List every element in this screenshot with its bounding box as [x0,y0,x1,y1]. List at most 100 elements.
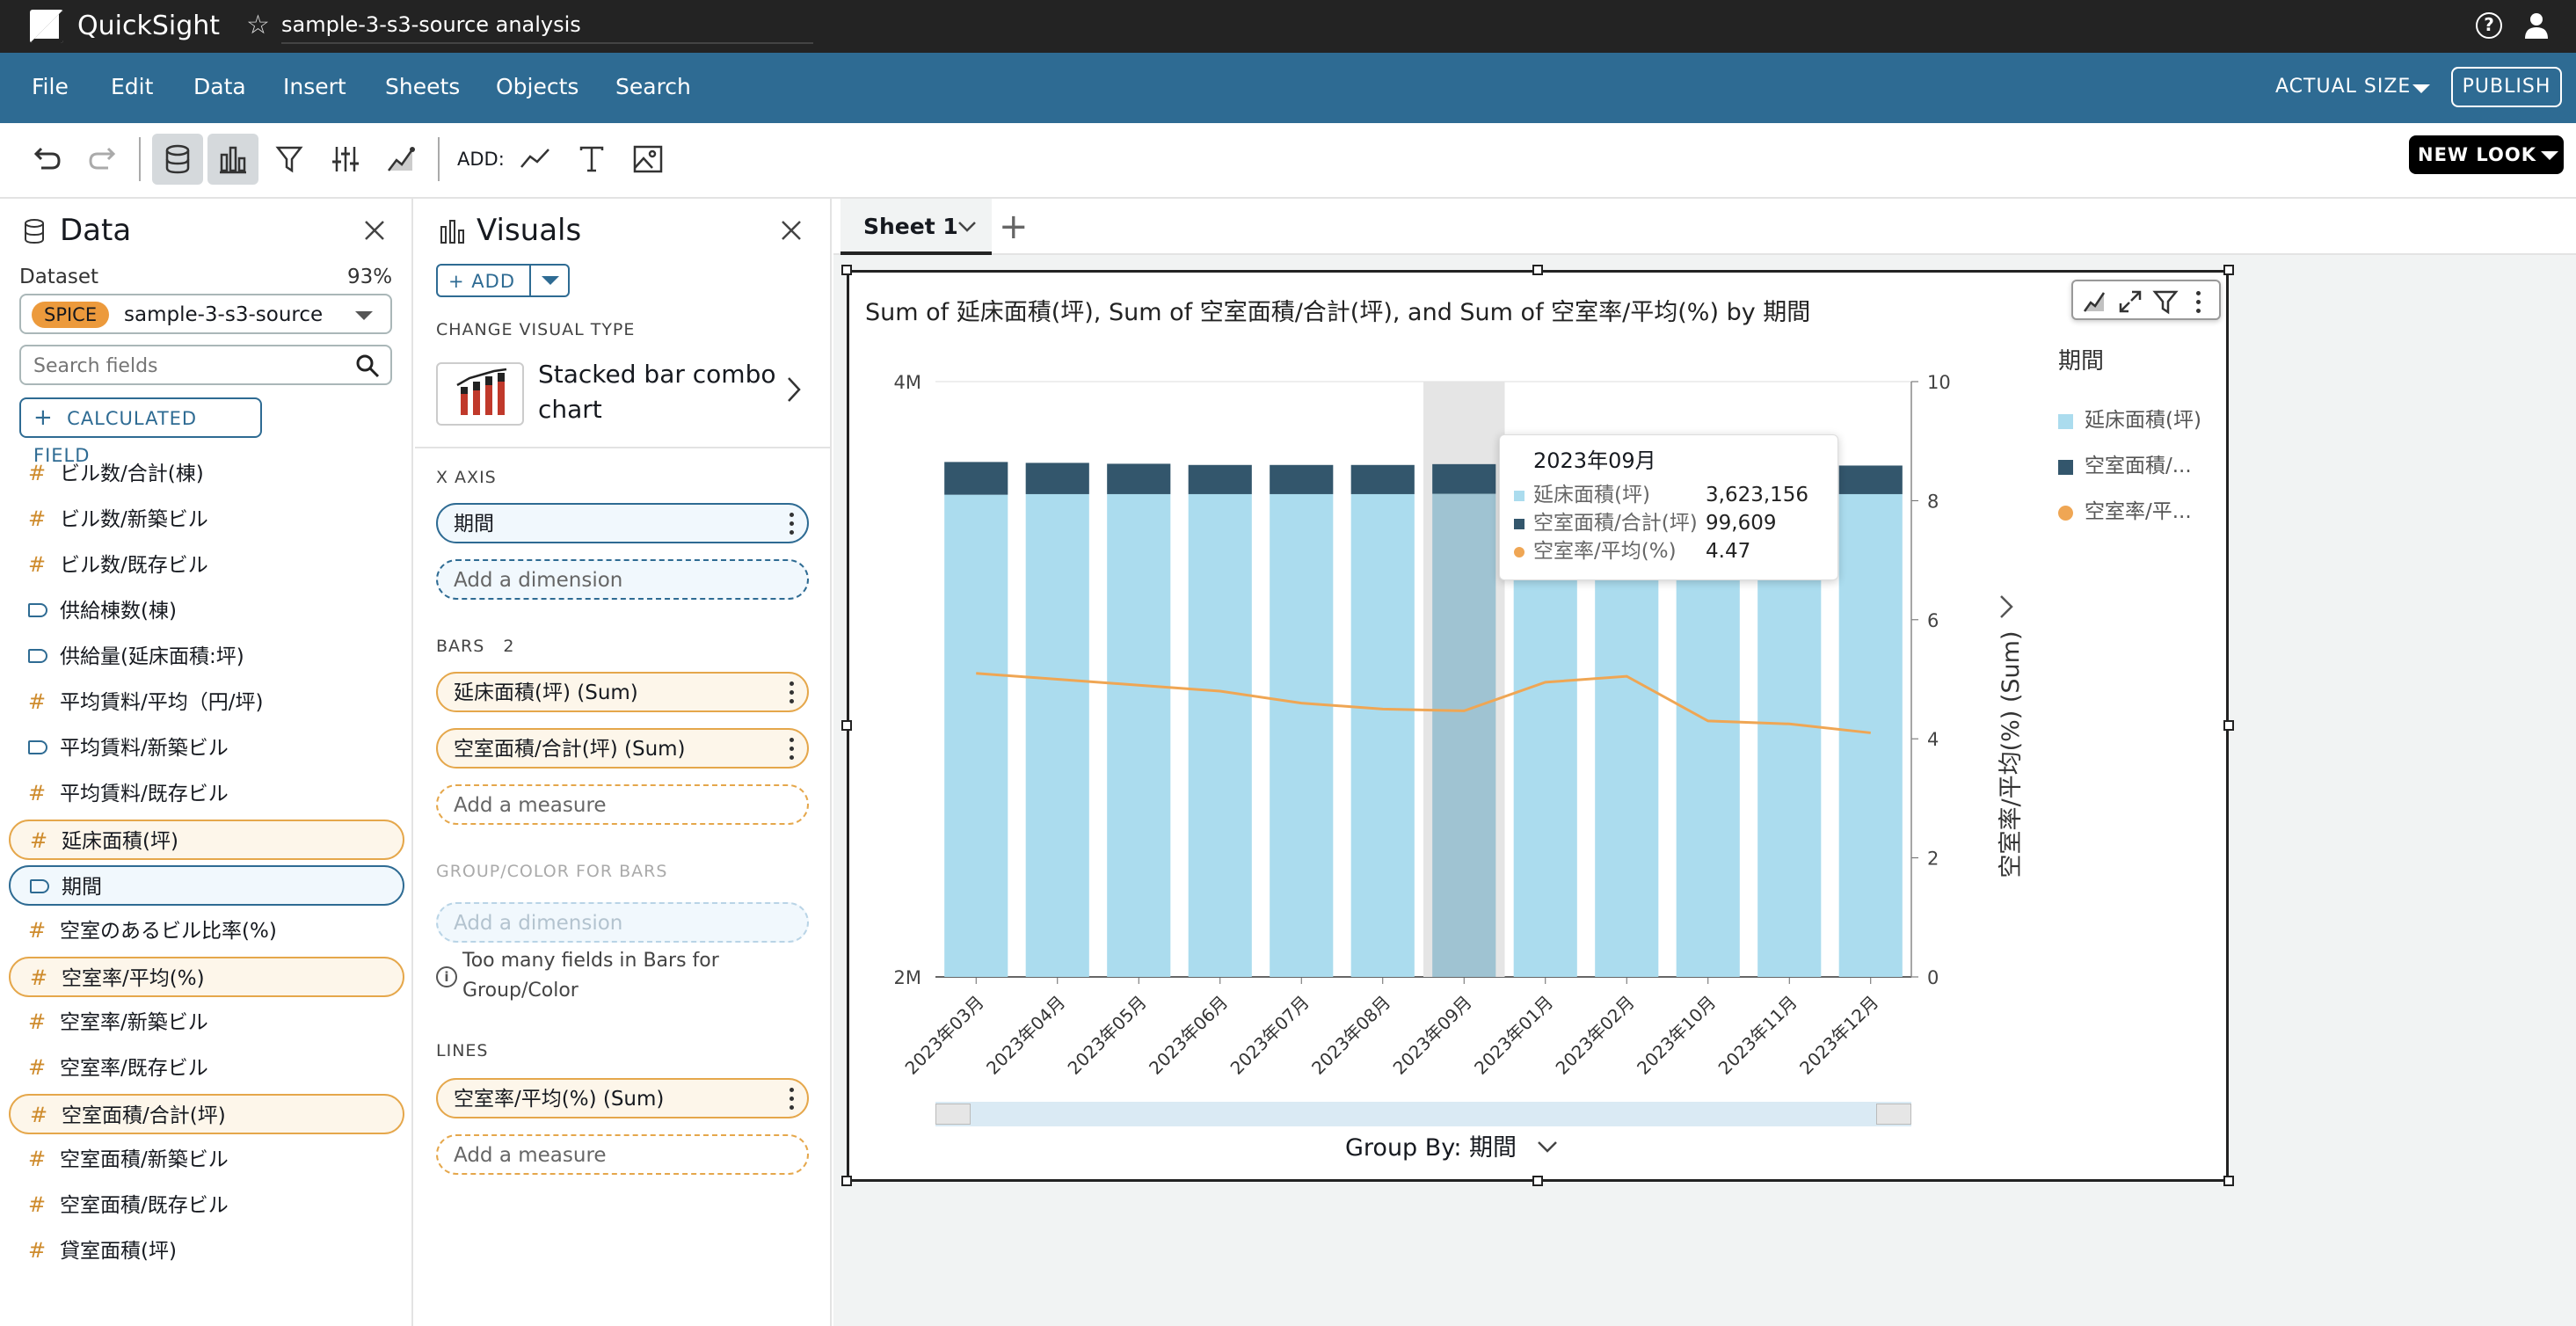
insights-icon[interactable] [2082,288,2108,315]
more-options-icon[interactable] [790,680,795,706]
help-icon[interactable]: ? [2476,12,2502,39]
resize-handle[interactable] [2223,265,2234,275]
more-options-icon[interactable] [790,1086,795,1112]
sheet-tab[interactable]: Sheet 1 [840,199,992,255]
field-item[interactable]: # 空室面積/新築ビル [9,1140,404,1180]
actual-size-dropdown[interactable]: ACTUAL SIZE [2275,76,2412,98]
menu-search[interactable]: Search [615,74,691,99]
resize-handle[interactable] [1532,265,1543,275]
add-dimension-x-axis[interactable]: Add a dimension [436,559,809,600]
menu-objects[interactable]: Objects [496,74,579,99]
close-visuals-panel-icon[interactable] [775,215,807,246]
field-item[interactable]: # 平均賃料/既存ビル [9,774,404,814]
stacked-bar-combo-icon [456,368,507,415]
chevron-right-icon[interactable] [784,375,804,404]
actual-size-caret-icon[interactable] [2412,84,2430,93]
visual-toolbar [2071,280,2221,320]
field-item[interactable]: 供給棟数(棟) [9,591,404,631]
bar-field-pill-2[interactable]: 空室面積/合計(坪) (Sum) [436,728,809,769]
filter-icon[interactable] [2152,288,2179,315]
measure-icon: # [28,1147,47,1171]
scroll-handle-right[interactable] [1876,1104,1911,1125]
redo-icon[interactable] [77,134,128,185]
add-dropdown-caret-icon[interactable] [542,276,559,285]
menu-data[interactable]: Data [193,74,246,99]
chevron-down-icon[interactable] [957,218,978,236]
more-options-icon[interactable] [2194,288,2203,315]
field-item[interactable]: # 空室面積/合計(坪) [9,1094,404,1134]
user-icon[interactable] [2523,11,2550,40]
data-panel-toggle-icon[interactable] [152,134,203,185]
field-item[interactable]: # ビル数/既存ビル [9,545,404,586]
field-item[interactable]: # 空室率/平均(%) [9,957,404,997]
resize-handle[interactable] [841,1176,852,1186]
filter-icon[interactable] [264,134,315,185]
field-item[interactable]: # 延床面積(坪) [9,820,404,860]
legend-item-label: 空室率/平... [2085,500,2192,523]
analysis-name-field[interactable]: sample-3-s3-source analysis [281,12,581,37]
field-item[interactable]: # ビル数/新築ビル [9,499,404,540]
quicksight-logo[interactable] [30,10,63,43]
add-sheet-icon[interactable]: + [999,207,1029,247]
more-options-icon[interactable] [790,511,795,537]
add-measure-placeholder: Add a measure [454,794,607,817]
menu-insert[interactable]: Insert [283,74,346,99]
search-icon[interactable] [355,353,380,378]
chevron-right-icon[interactable] [1994,589,2019,624]
expand-icon[interactable] [2117,288,2143,315]
field-item[interactable]: # 貸室面積(坪) [9,1231,404,1271]
measure-icon: # [28,918,47,943]
new-look-caret-icon [2541,151,2558,160]
dataset-select[interactable]: SPICE sample-3-s3-source [19,294,392,334]
x-axis-scrollbar[interactable] [935,1102,1911,1126]
more-options-icon[interactable] [790,736,795,762]
scroll-handle-left[interactable] [935,1104,971,1125]
menu-edit[interactable]: Edit [111,74,154,99]
menu-sheets[interactable]: Sheets [385,74,461,99]
field-item[interactable]: # 平均賃料/平均（円/坪) [9,682,404,723]
close-data-panel-icon[interactable] [359,215,390,246]
field-item[interactable]: 期間 [9,865,404,906]
field-item[interactable]: # ビル数/合計(棟) [9,454,404,494]
add-measure-bars[interactable]: Add a measure [436,784,809,825]
resize-handle[interactable] [1532,1176,1543,1186]
new-look-dropdown[interactable]: NEW LOOK [2409,135,2564,174]
visual-type-line2: chart [538,395,602,424]
search-fields-box[interactable] [19,345,392,385]
note-line2: Group/Color [462,980,579,1002]
visuals-panel-toggle-icon[interactable] [207,134,258,185]
line-field-pill[interactable]: 空室率/平均(%) (Sum) [436,1078,809,1118]
add-visual-icon[interactable] [510,134,561,185]
menu-file[interactable]: File [32,74,69,99]
add-text-icon[interactable] [566,134,617,185]
visual-container[interactable]: Sum of 延床面積(坪), Sum of 空室面積/合計(坪), and S… [847,270,2229,1182]
visual-type-name[interactable]: Stacked bar combo chart [538,357,775,427]
resize-handle[interactable] [2223,1176,2234,1186]
field-item[interactable]: # 空室のあるビル比率(%) [9,911,404,951]
x-axis-field-pill[interactable]: 期間 [436,503,809,543]
app-name: QuickSight [77,11,221,41]
field-item[interactable]: 供給量(延床面積:坪) [9,637,404,677]
measure-icon: # [28,1009,47,1034]
field-item[interactable]: # 空室率/新築ビル [9,1002,404,1043]
search-fields-input[interactable] [33,353,332,378]
field-item[interactable]: # 空室率/既存ビル [9,1048,404,1089]
bar-field-pill-1[interactable]: 延床面積(坪) (Sum) [436,672,809,712]
publish-button[interactable]: PUBLISH [2451,67,2562,107]
add-visual-button[interactable]: + ADD [436,264,570,297]
field-item[interactable]: 平均賃料/新築ビル [9,728,404,769]
tooltip-row-value: 99,609 [1706,512,1777,535]
insights-icon[interactable] [376,134,427,185]
add-calculated-field-button[interactable]: + CALCULATED FIELD [19,397,262,466]
undo-icon[interactable] [21,134,72,185]
field-item[interactable]: # 空室面積/既存ビル [9,1185,404,1226]
resize-handle[interactable] [841,265,852,275]
visual-type-thumbnail[interactable] [436,362,524,426]
add-image-icon[interactable] [622,134,673,185]
add-measure-lines[interactable]: Add a measure [436,1134,809,1175]
parameters-icon[interactable] [320,134,371,185]
resize-handle[interactable] [841,720,852,731]
resize-handle[interactable] [2223,720,2234,731]
group-by-dropdown[interactable]: Group By: 期間 [1345,1133,1560,1164]
favorite-star-icon[interactable]: ☆ [246,10,270,40]
